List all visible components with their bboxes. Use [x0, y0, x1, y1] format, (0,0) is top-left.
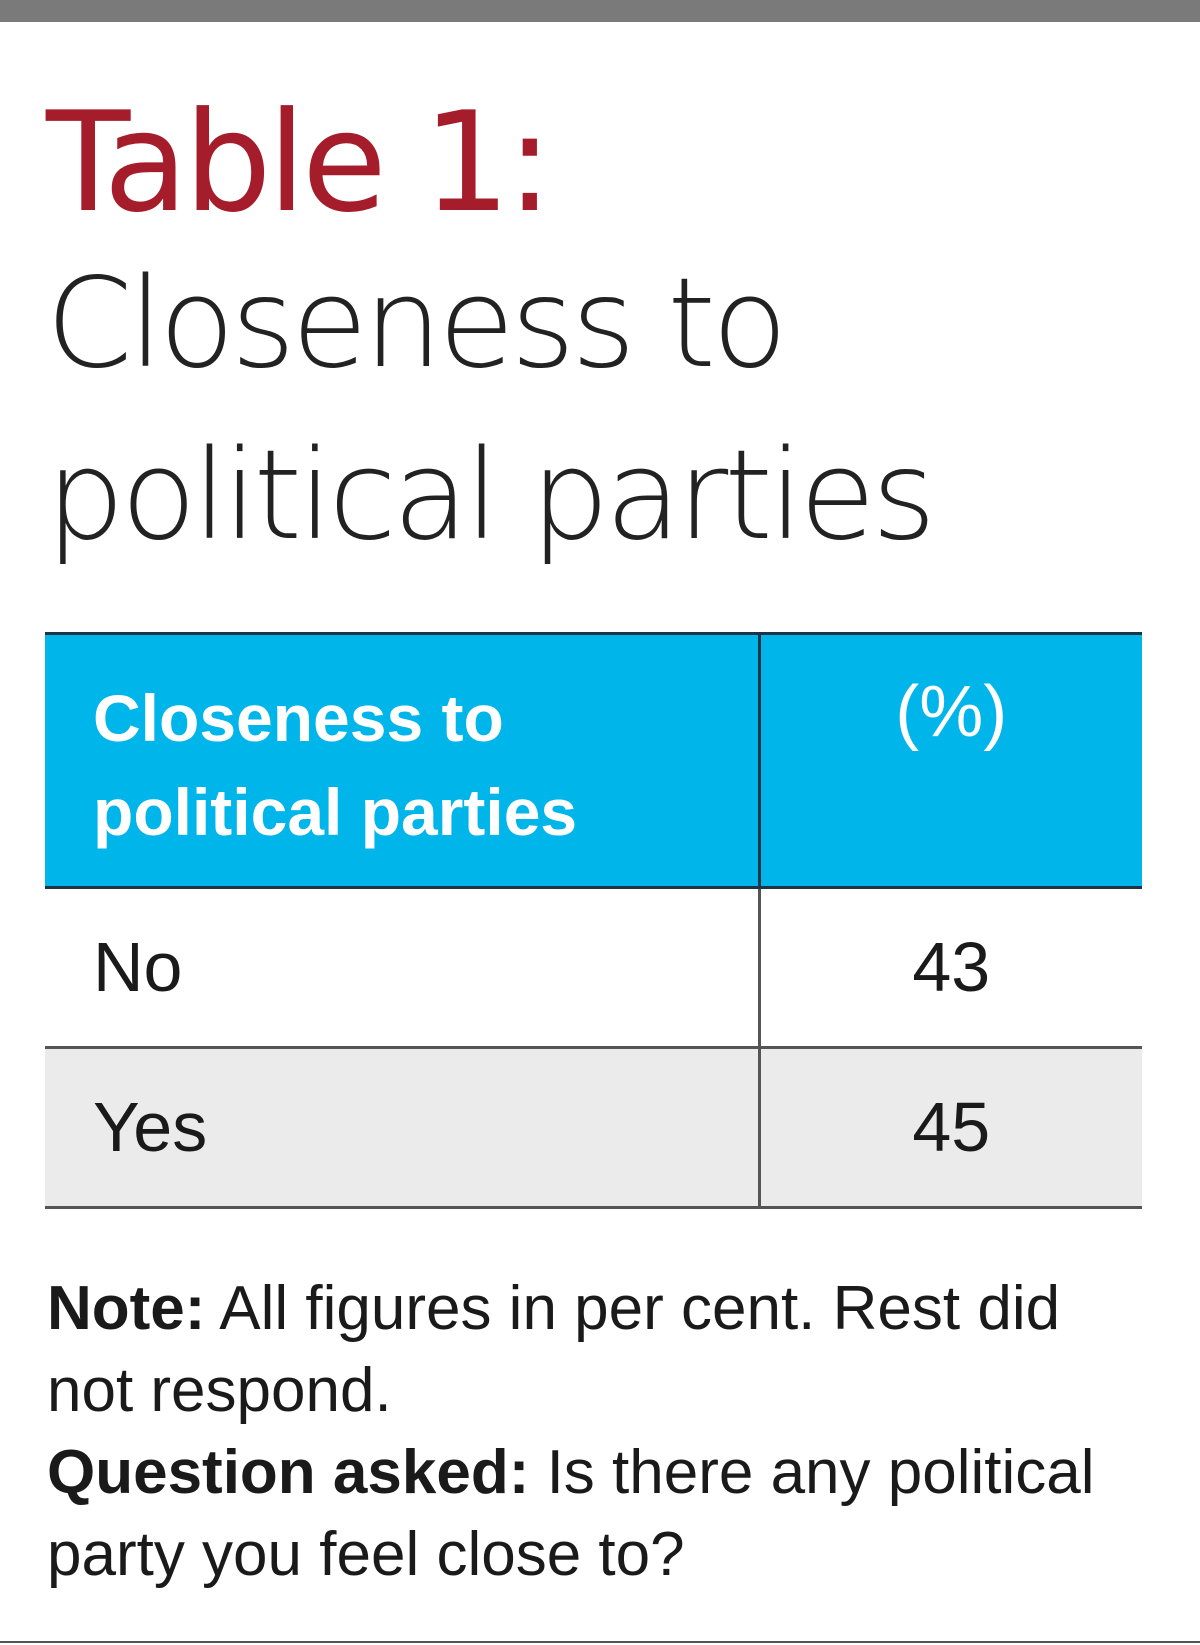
top-border-bar: [0, 0, 1200, 22]
note-paragraph: Note: All figures in per cent. Rest did …: [47, 1268, 1157, 1432]
header-label-line2: political parties: [93, 775, 578, 849]
question-label: Question asked:: [47, 1438, 530, 1507]
header-label-line1: Closeness to: [93, 681, 504, 755]
table-heading: Table 1: Closeness to political parties: [46, 88, 1156, 582]
row-value: 45: [759, 1047, 1142, 1209]
row-label: No: [45, 887, 761, 1049]
table-row: No 43: [45, 887, 1142, 1049]
table-notes: Note: All figures in per cent. Rest did …: [47, 1268, 1157, 1596]
table-number: Table 1:: [46, 82, 553, 243]
table-title-line1: Closeness to: [46, 252, 788, 396]
row-value: 43: [759, 887, 1142, 1049]
table-title: Closeness to political parties: [46, 238, 1156, 582]
table-title-line2: political parties: [46, 424, 936, 568]
table-row: Yes 45: [45, 1047, 1142, 1209]
header-percent-cell: (%): [759, 632, 1142, 889]
header-label-cell: Closeness to political parties: [45, 632, 761, 889]
note-label: Note:: [47, 1274, 206, 1343]
closeness-table: Closeness to political parties (%) No 43…: [45, 632, 1142, 1209]
note-text: All figures in per cent. Rest did not re…: [47, 1274, 1061, 1425]
row-label: Yes: [45, 1047, 761, 1209]
bottom-rule: [0, 1641, 1200, 1643]
question-text: Is there any political party you feel cl…: [47, 1438, 1095, 1589]
question-paragraph: Question asked: Is there any political p…: [47, 1432, 1157, 1596]
table-header-row: Closeness to political parties (%): [45, 632, 1142, 889]
